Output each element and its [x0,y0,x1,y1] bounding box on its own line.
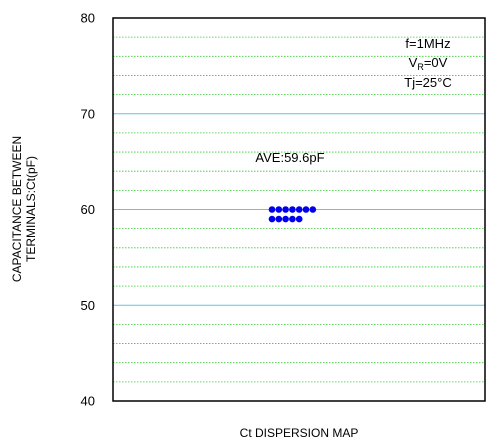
data-point [309,206,317,213]
data-point [295,206,303,213]
y-tick-labels: 40 50 60 70 80 [81,11,95,409]
y-axis-label: CAPACITANCE BETWEEN TERMINALS:Ct(pF) [10,136,38,282]
data-point [282,215,289,223]
y-axis-label-line-2: TERMINALS:Ct(pF) [24,156,38,262]
condition-frequency: f=1MHz [405,36,450,51]
y-tick-label: 40 [81,394,95,409]
y-tick-label: 80 [81,11,95,26]
condition-vr: VR=0V [409,55,448,72]
x-axis-label: Ct DISPERSION MAP [240,426,359,440]
data-point [289,206,296,213]
condition-vr-value: =0V [424,55,448,70]
grid-lines [113,36,485,383]
condition-tj: Tj=25°C [404,75,451,90]
data-point [275,215,283,223]
data-point [302,206,310,213]
y-tick-label: 70 [81,106,95,121]
data-point [289,215,296,223]
data-point [268,206,276,213]
condition-vr-subscript: R [417,62,424,72]
data-point [282,206,289,213]
y-tick-label: 50 [81,298,95,313]
data-point [295,215,303,223]
y-tick-label: 60 [81,202,95,217]
data-points [268,206,317,223]
plot-frame [112,17,486,402]
data-point [275,206,283,213]
y-axis-label-line-1: CAPACITANCE BETWEEN [10,136,24,282]
average-label: AVE:59.6pF [255,150,324,165]
condition-vr-main: V [409,55,418,70]
data-point [268,215,276,223]
